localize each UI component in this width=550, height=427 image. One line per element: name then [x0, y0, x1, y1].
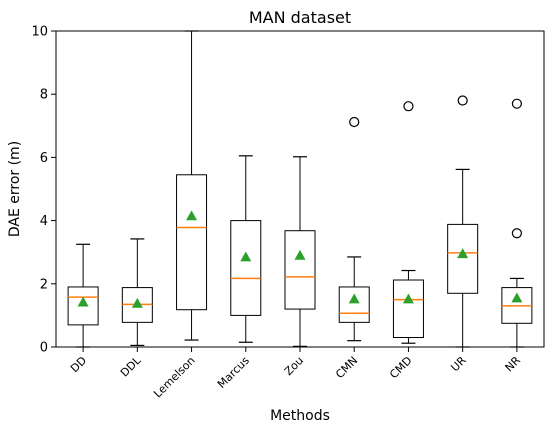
box-iqr	[447, 223, 479, 294]
y-tick-label: 4	[40, 214, 48, 229]
x-tick-label: DD	[68, 354, 89, 375]
x-tick-label: CMD	[387, 354, 414, 381]
mean-marker	[186, 210, 198, 221]
box-iqr	[284, 230, 316, 310]
mean-marker	[294, 249, 306, 260]
mean-marker	[131, 297, 143, 308]
mean-marker	[511, 292, 523, 303]
outlier-point	[511, 98, 522, 109]
x-tick-label: CMN	[333, 354, 360, 381]
x-axis-label: Methods	[270, 408, 330, 424]
outlier-point	[349, 116, 360, 128]
plot-frame	[55, 30, 545, 348]
mean-marker	[457, 248, 469, 259]
mean-marker	[240, 251, 252, 262]
x-tick-label: DDL	[118, 353, 144, 379]
box-iqr	[176, 174, 208, 311]
y-tick-label: 0	[40, 341, 48, 356]
x-tick-label: Lemelson	[151, 354, 197, 400]
outlier-point	[403, 101, 414, 112]
outlier-point	[511, 228, 522, 239]
x-tick-label: Marcus	[215, 354, 252, 391]
box-iqr	[230, 220, 262, 316]
mean-marker	[402, 293, 414, 304]
x-tick-label: NR	[503, 354, 524, 375]
y-tick-label: 8	[40, 88, 48, 103]
box-iqr	[67, 286, 99, 326]
y-tick-label: 10	[31, 25, 48, 40]
mean-marker	[348, 293, 360, 304]
x-tick-label: Zou	[282, 354, 306, 378]
box-iqr	[338, 286, 370, 323]
box-iqr	[392, 279, 424, 339]
y-tick-label: 2	[40, 277, 48, 292]
x-tick-label: UR	[448, 354, 469, 375]
outlier-point	[457, 95, 468, 106]
y-tick-label: 6	[40, 151, 48, 166]
mean-marker	[77, 296, 89, 307]
chart-title: MAN dataset	[249, 8, 351, 27]
y-axis-label: DAE error (m)	[7, 141, 23, 237]
